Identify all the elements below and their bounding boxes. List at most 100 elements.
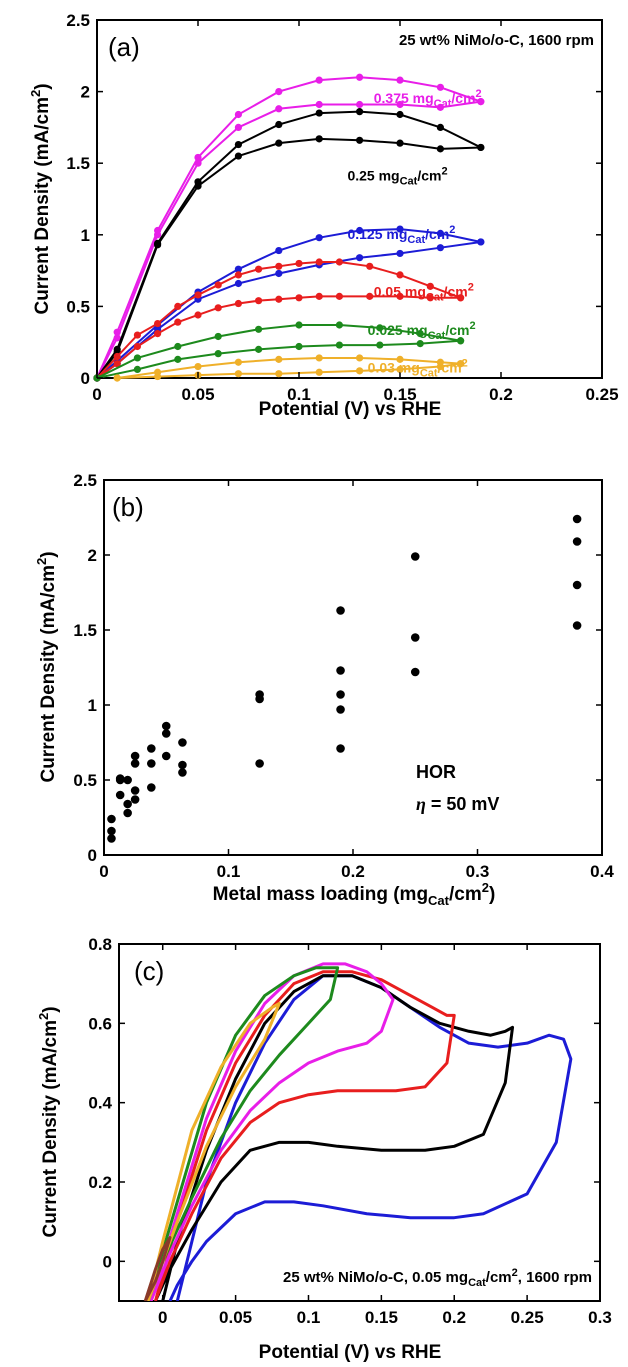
panel-b-ytick-label: 1.5 — [73, 621, 97, 640]
panel-a-data-point — [356, 367, 364, 375]
panel-a-data-point — [255, 297, 263, 305]
panel-a-data-point — [154, 231, 162, 239]
panel-a-ytick-label: 1 — [81, 226, 90, 245]
panel-c-plot-area — [143, 962, 573, 1301]
panel-a-plot-area — [93, 73, 485, 382]
panel-a-data-point — [194, 153, 202, 162]
panel-a-data-point — [154, 241, 162, 249]
panel-b-xtick-label: 0.3 — [466, 862, 490, 881]
panel-a-data-point — [234, 152, 242, 160]
panel-a-data-point — [295, 342, 303, 351]
panel-a-series-line-backward — [96, 240, 481, 379]
panel-c-series-loop — [146, 966, 340, 1301]
panel-b-data-point — [255, 690, 264, 699]
panel-a-ytick-label: 2.5 — [66, 11, 90, 30]
panel-a-data-point — [275, 370, 283, 378]
panel-a-series-label: 0.25 mgCat/cm2 — [347, 165, 447, 187]
panel-a-data-point — [396, 225, 404, 233]
panel-a-data-point — [315, 368, 323, 376]
panel-b-data-point — [161, 721, 171, 731]
panel-a-data-point — [436, 123, 444, 131]
panel-b-data-point — [572, 514, 582, 524]
panel-a-series-line-forward — [96, 324, 461, 379]
panel-a-data-point — [113, 334, 121, 342]
panel-c-ytick-label: 0.2 — [88, 1173, 112, 1192]
panel-a-data-point — [275, 269, 283, 278]
panel-a-data-point — [457, 337, 465, 345]
panel-a-data-point — [416, 330, 424, 338]
panel-a-data-point — [477, 143, 485, 152]
panel-c-series-loop — [149, 962, 395, 1301]
panel-a-data-point — [376, 341, 384, 349]
panel-a-data-point — [255, 265, 263, 273]
panel-b-data-point — [572, 580, 582, 590]
panel-a-data-point — [275, 262, 283, 270]
panel-a-data-point — [234, 123, 242, 131]
panel-a-data-point — [426, 282, 434, 290]
panel-a-data-point — [133, 365, 141, 374]
panel-a-ytick-label: 0 — [81, 369, 90, 388]
panel-c-ytick-label: 0 — [103, 1252, 112, 1271]
panel-c-xtick-label: 0.2 — [442, 1308, 466, 1327]
panel-a-data-point — [133, 342, 141, 351]
panel-a-series-label: 0.03 mgCat/cm2 — [368, 357, 468, 379]
panel-b-data-point — [178, 760, 187, 770]
panel-b-data-point — [410, 633, 420, 642]
panel-c-ticks: 0 0.05 0.1 0.15 0.2 0.25 0.3 0 0.2 0.4 0.6 0.8 — [88, 935, 611, 1327]
panel-a-data-point — [436, 362, 444, 371]
panel-a-xtick-label: 0.25 — [585, 385, 618, 404]
panel-a-data-point — [396, 100, 404, 109]
panel-a-xtick-label: 0.2 — [489, 385, 513, 404]
panel-a-data-point — [315, 76, 323, 84]
panel-a-data-point — [234, 358, 242, 366]
panel-b-data-point — [336, 606, 345, 615]
panel-b-data-point — [130, 759, 140, 768]
panel-a-data-point — [356, 136, 364, 144]
panel-a-data-point — [295, 294, 303, 302]
panel-c-series-loop — [168, 974, 573, 1301]
panel-a-data-point — [194, 311, 202, 319]
panel-a-data-point — [396, 139, 404, 147]
panel-c-ytick-label: 0.8 — [88, 935, 112, 954]
panel-c-annotation: 25 wt% NiMo/o-C, 0.05 mgCat/cm2, 1600 rp… — [283, 1267, 592, 1289]
panel-b-data-point — [336, 705, 345, 714]
panel-b-data-point — [123, 799, 132, 809]
panel-a-data-point — [234, 370, 242, 378]
panel-a-data-point — [396, 365, 404, 374]
panel-a-data-point — [315, 354, 323, 362]
panel-b-data-point — [123, 808, 132, 818]
panel-a-data-point — [356, 254, 364, 262]
panel-a-data-point — [234, 140, 242, 149]
panel-a-data-point — [275, 120, 283, 129]
panel-a-data-point — [426, 294, 434, 302]
panel-b-xlabel: Metal mass loading (mgCat/cm2) — [213, 880, 496, 908]
panel-a-data-point — [214, 304, 222, 312]
panel-a-data-point — [174, 302, 182, 310]
panel-a-data-point — [174, 355, 182, 363]
panel-b-data-point — [130, 786, 140, 795]
panel-a-ylabel: Current Density (mA/cm2) — [28, 83, 53, 314]
panel-b-data-point — [107, 814, 116, 824]
panel-a-data-point — [234, 265, 242, 273]
panel-a-series-labels: 0.375 mgCat/cm2 0.25 mgCat/cm2 0.125 mgCat… — [347, 88, 481, 379]
panel-b-ytick-label: 1 — [88, 696, 97, 715]
panel-a-xlabel: Potential (V) vs RHE — [259, 399, 442, 420]
panel-a-xtick-label: 0.15 — [383, 385, 416, 404]
panel-c-xtick-label: 0.25 — [511, 1308, 544, 1327]
panel-b-data-point — [115, 774, 125, 783]
panel-a-data-point — [335, 321, 343, 329]
panel-b-xtick-label: 0.4 — [590, 862, 614, 881]
panel-a-data-point — [436, 244, 444, 252]
panel-a-data-point — [376, 324, 384, 332]
panel-b-ytick-label: 0.5 — [73, 771, 97, 790]
panel-a: 0 0.05 0.1 0.15 0.2 0.25 0 0.5 1 1.5 2 2.5 (a) 25 w… — [28, 11, 619, 420]
panel-a-data-point — [154, 319, 162, 328]
panel-b-frame — [103, 479, 603, 856]
panel-a-series-label: 0.05 mgCat/cm2 — [374, 281, 474, 303]
panel-a-data-point — [234, 279, 242, 288]
panel-a-data-point — [113, 352, 121, 361]
panel-a-data-point — [366, 292, 374, 300]
panel-a-annotation: 25 wt% NiMo/o-C, 1600 rpm — [399, 32, 594, 49]
panel-c-xtick-label: 0.1 — [297, 1308, 321, 1327]
